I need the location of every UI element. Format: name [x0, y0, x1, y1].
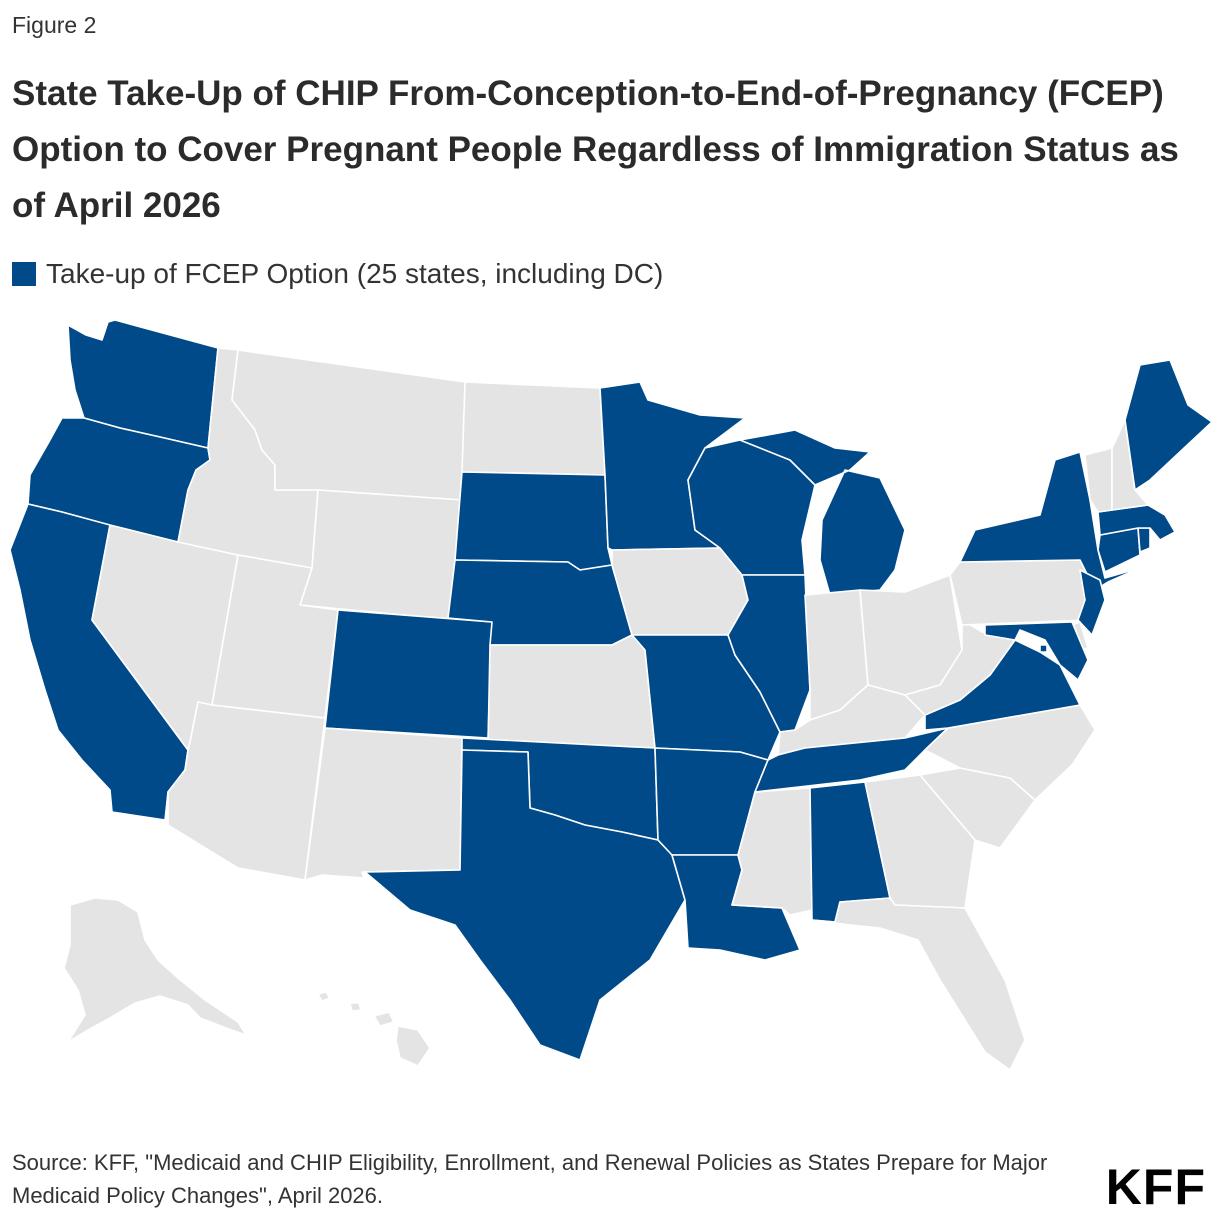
state-DC: [1039, 644, 1048, 653]
state-AK: [63, 897, 247, 1043]
state-CO: [324, 609, 493, 739]
state-NH: [1111, 419, 1149, 511]
state-NM: [304, 727, 463, 881]
legend: Take-up of FCEP Option (25 states, inclu…: [12, 258, 663, 290]
state-WV: [904, 619, 1016, 716]
state-KS: [487, 634, 656, 749]
state-FL: [811, 897, 1026, 1071]
chart-title: State Take-Up of CHIP From-Conception-to…: [12, 74, 1179, 225]
legend-swatch-take-up: [12, 262, 36, 286]
state-NJ: [1077, 569, 1106, 636]
state-VT: [1084, 447, 1113, 513]
state-HI-kauai: [317, 991, 331, 1002]
state-HI-maui: [373, 1011, 395, 1027]
state-HI-big-island: [395, 1025, 431, 1067]
state-TX: [364, 749, 686, 1061]
source-note: Source: KFF, "Medicaid and CHIP Eligibil…: [12, 1150, 1048, 1208]
state-SD: [454, 471, 613, 571]
state-HI-oahu: [349, 1002, 362, 1012]
state-RI: [1137, 527, 1151, 553]
state-ND: [461, 381, 606, 476]
state-MI: [739, 429, 906, 596]
state-MD: [984, 621, 1089, 681]
kff-logo: KFF: [1105, 1159, 1206, 1215]
state-WY: [299, 489, 463, 621]
state-PA: [949, 559, 1096, 626]
state-NC: [924, 704, 1096, 801]
us-map: [9, 319, 1213, 1071]
figure-label: Figure 2: [12, 12, 97, 38]
state-ME: [1124, 359, 1213, 491]
state-IA: [611, 547, 749, 636]
legend-label-take-up: Take-up of FCEP Option (25 states, inclu…: [46, 258, 664, 289]
state-MA: [1097, 504, 1176, 541]
